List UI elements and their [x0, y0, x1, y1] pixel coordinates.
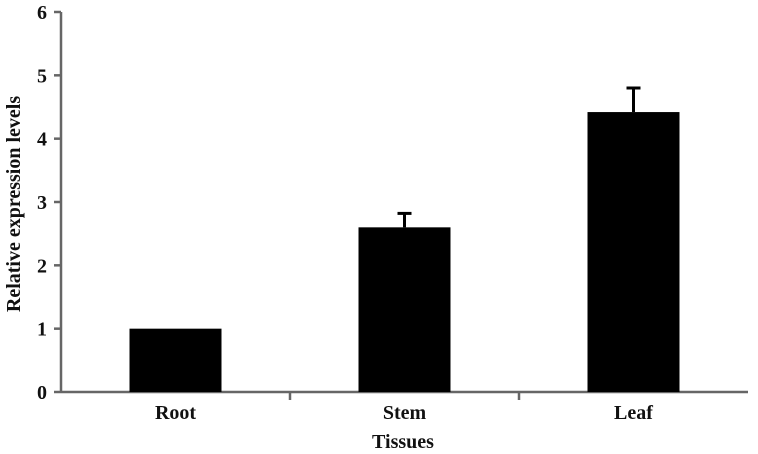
x-tick-label-root: Root	[155, 402, 196, 424]
bar-root	[129, 328, 222, 392]
y-tick-label: 5	[37, 65, 47, 87]
bars	[129, 86, 680, 393]
y-tick-label: 1	[37, 319, 47, 341]
y-tick-label: 6	[37, 2, 47, 24]
y-tick-label: 3	[37, 192, 47, 214]
y-tick-label: 4	[37, 129, 47, 151]
y-tick-label: 0	[37, 382, 47, 404]
bar-leaf	[587, 112, 680, 393]
y-tick-label: 2	[37, 255, 47, 277]
y-axis-title: Relative expression levels	[3, 96, 25, 312]
x-axis-title: Tissues	[372, 431, 434, 453]
bar-stem	[358, 227, 451, 392]
labels: 0 1 2 3 4 5 6 Root Stem Leaf	[37, 2, 653, 424]
x-tick-label-leaf: Leaf	[614, 402, 653, 424]
x-tick-label-stem: Stem	[383, 402, 427, 424]
